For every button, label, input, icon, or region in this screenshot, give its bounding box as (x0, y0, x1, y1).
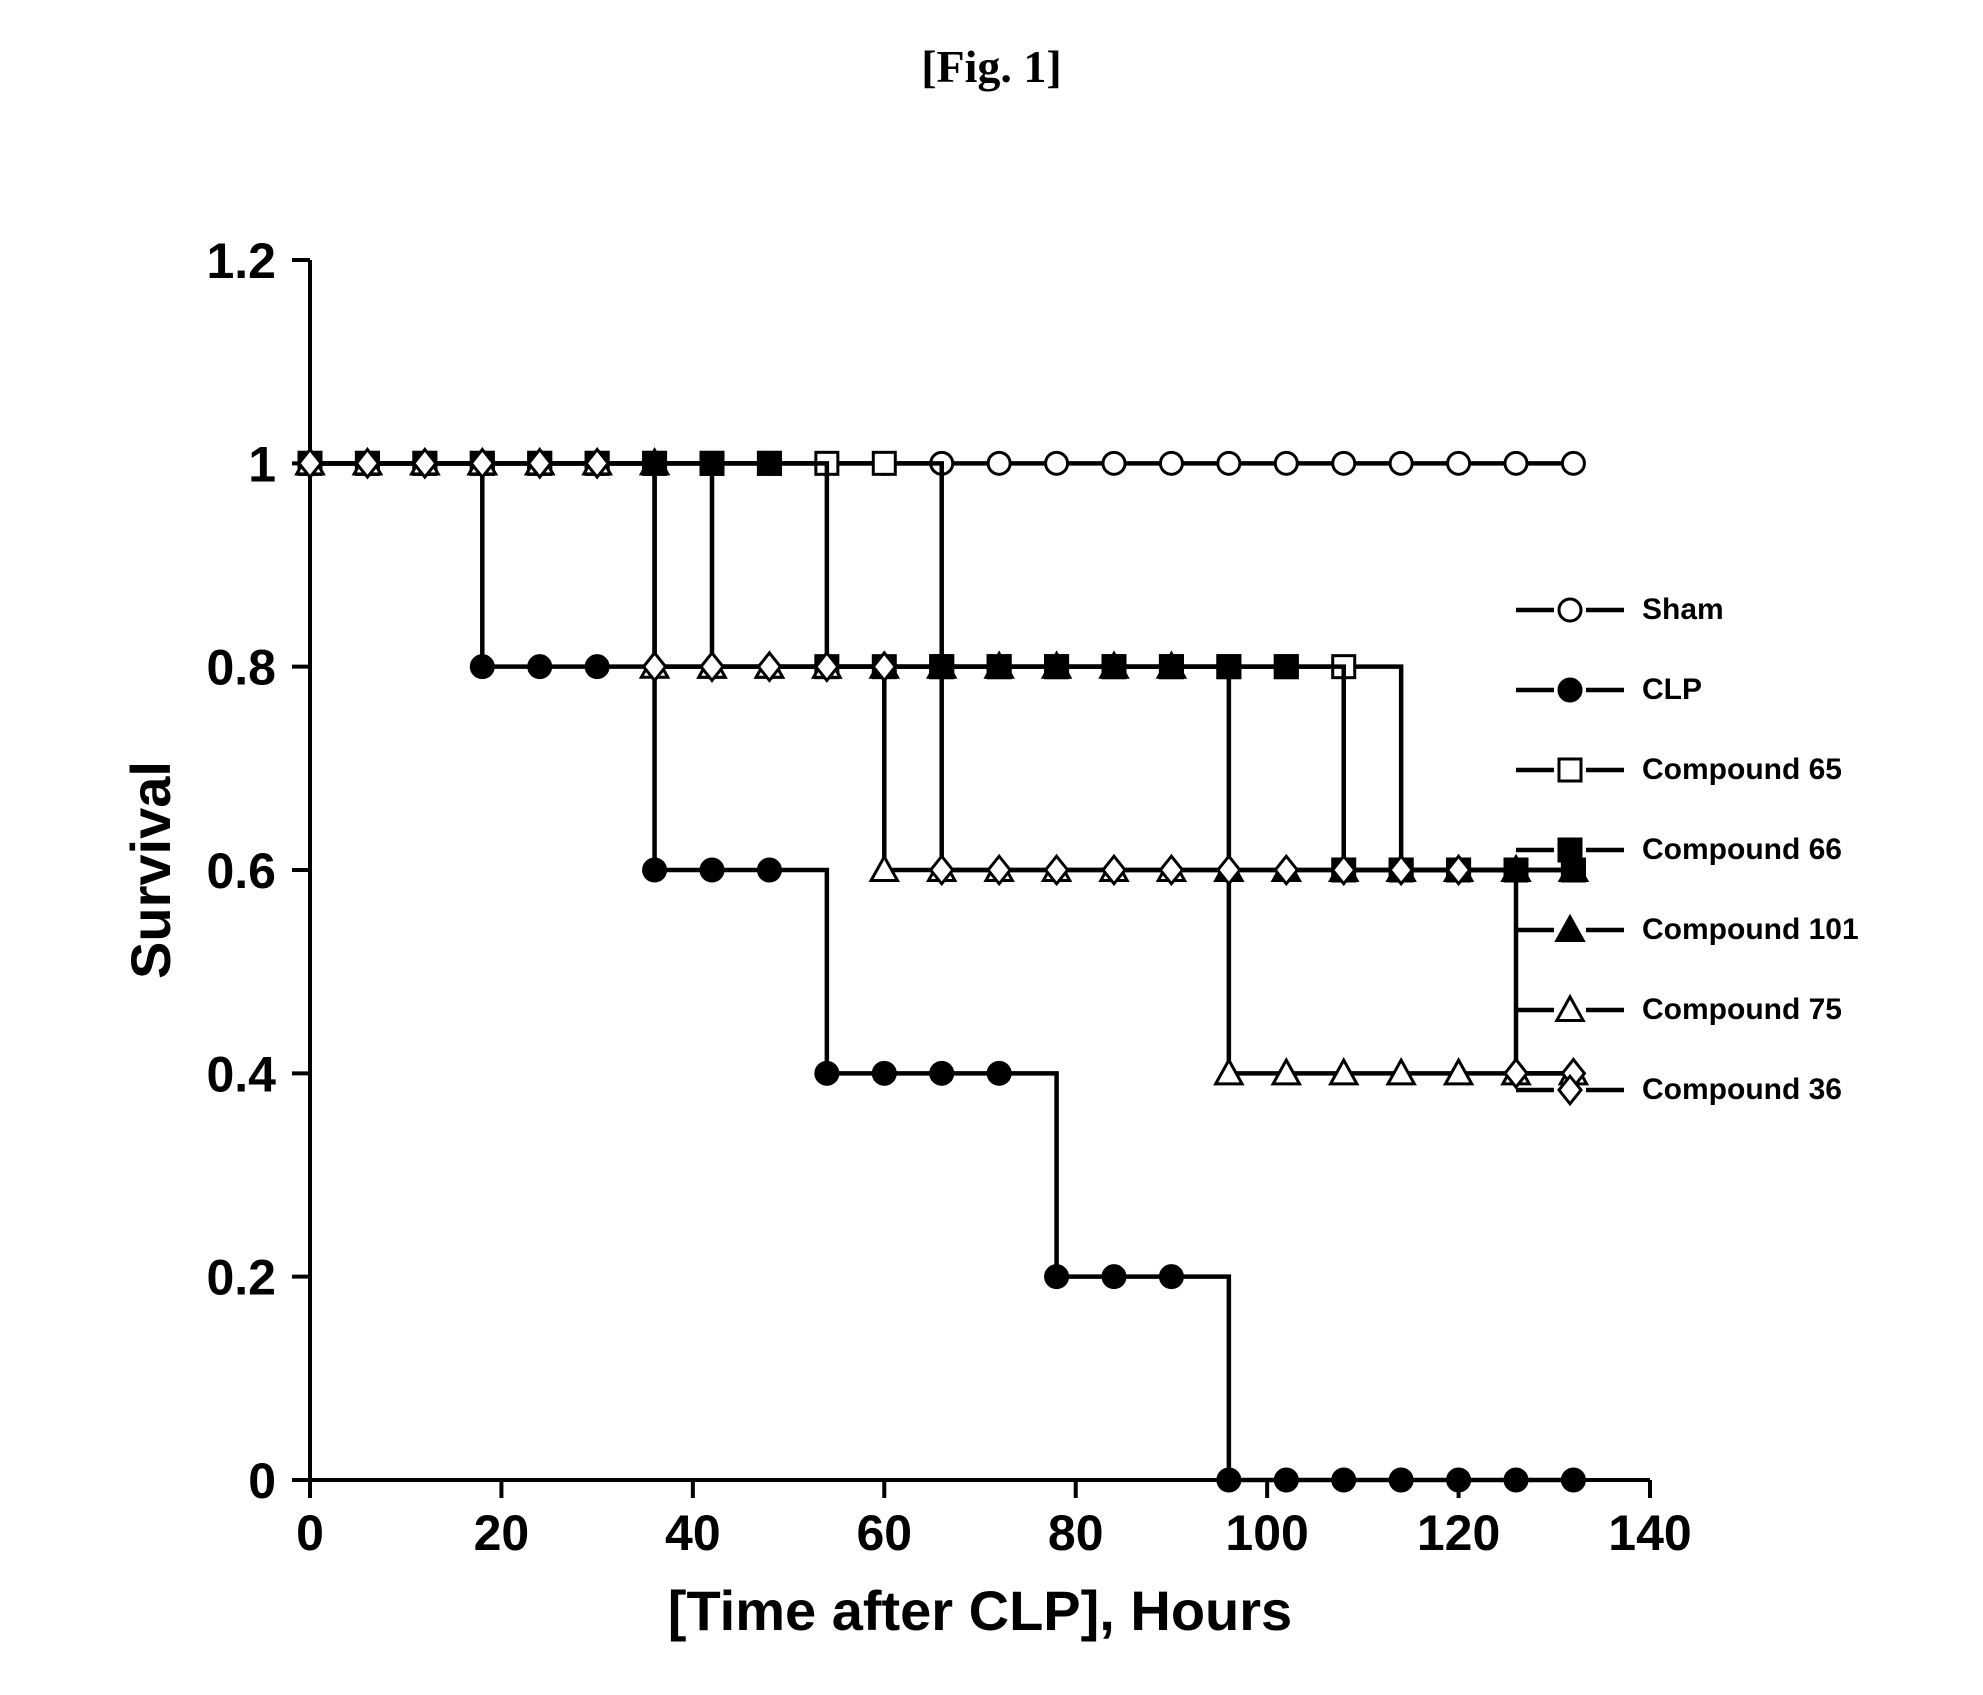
svg-text:140: 140 (1608, 1505, 1690, 1561)
legend-swatch (1510, 820, 1630, 880)
svg-text:[Time after CLP], Hours: [Time after CLP], Hours (668, 1579, 1292, 1642)
svg-text:80: 80 (1048, 1505, 1104, 1561)
legend-label: Compound 66 (1642, 833, 1842, 867)
svg-text:120: 120 (1417, 1505, 1500, 1561)
legend-label: Sham (1642, 593, 1724, 627)
svg-text:0: 0 (248, 1453, 276, 1509)
figure-title: [Fig. 1] (0, 40, 1983, 93)
svg-text:1.2: 1.2 (206, 233, 276, 289)
legend-swatch (1510, 1060, 1630, 1120)
legend-label: Compound 65 (1642, 753, 1842, 787)
chart-container: 0 20 40 60 80 100 120 140 0 0.2 0.4 0.6 0.8 1 1.2 [Time… (120, 220, 1690, 1680)
svg-text:100: 100 (1225, 1505, 1308, 1561)
legend-swatch (1510, 660, 1630, 720)
legend-item: Compound 75 (1510, 970, 1940, 1050)
legend-item: Sham (1510, 570, 1940, 650)
svg-text:0.6: 0.6 (206, 843, 276, 899)
legend-label: Compound 36 (1642, 1073, 1842, 1107)
svg-text:40: 40 (665, 1505, 721, 1561)
svg-text:0: 0 (296, 1505, 324, 1561)
svg-text:0.8: 0.8 (206, 640, 276, 696)
legend-label: CLP (1642, 673, 1702, 707)
legend-label: Compound 101 (1642, 913, 1859, 947)
legend-label: Compound 75 (1642, 993, 1842, 1027)
survival-chart: 0 20 40 60 80 100 120 140 0 0.2 0.4 0.6 0.8 1 1.2 [Time… (120, 220, 1690, 1680)
legend-item: CLP (1510, 650, 1940, 730)
legend-swatch (1510, 900, 1630, 960)
legend-swatch (1510, 740, 1630, 800)
svg-text:Survival: Survival (120, 761, 182, 979)
legend-item: Compound 101 (1510, 890, 1940, 970)
legend-item: Compound 36 (1510, 1050, 1940, 1130)
legend: Sham CLP Compound 65 Compound 66 Compound 10… (1510, 570, 1940, 1130)
legend-swatch (1510, 580, 1630, 640)
legend-item: Compound 65 (1510, 730, 1940, 810)
svg-text:20: 20 (474, 1505, 530, 1561)
svg-text:0.4: 0.4 (206, 1046, 276, 1102)
svg-text:1: 1 (248, 436, 276, 492)
svg-text:0.2: 0.2 (206, 1250, 276, 1306)
legend-swatch (1510, 980, 1630, 1040)
svg-text:60: 60 (856, 1505, 912, 1561)
legend-item: Compound 66 (1510, 810, 1940, 890)
page: [Fig. 1] 0 20 40 60 80 100 120 140 0 0.2 0.4 0.6 0.8… (0, 0, 1983, 1695)
